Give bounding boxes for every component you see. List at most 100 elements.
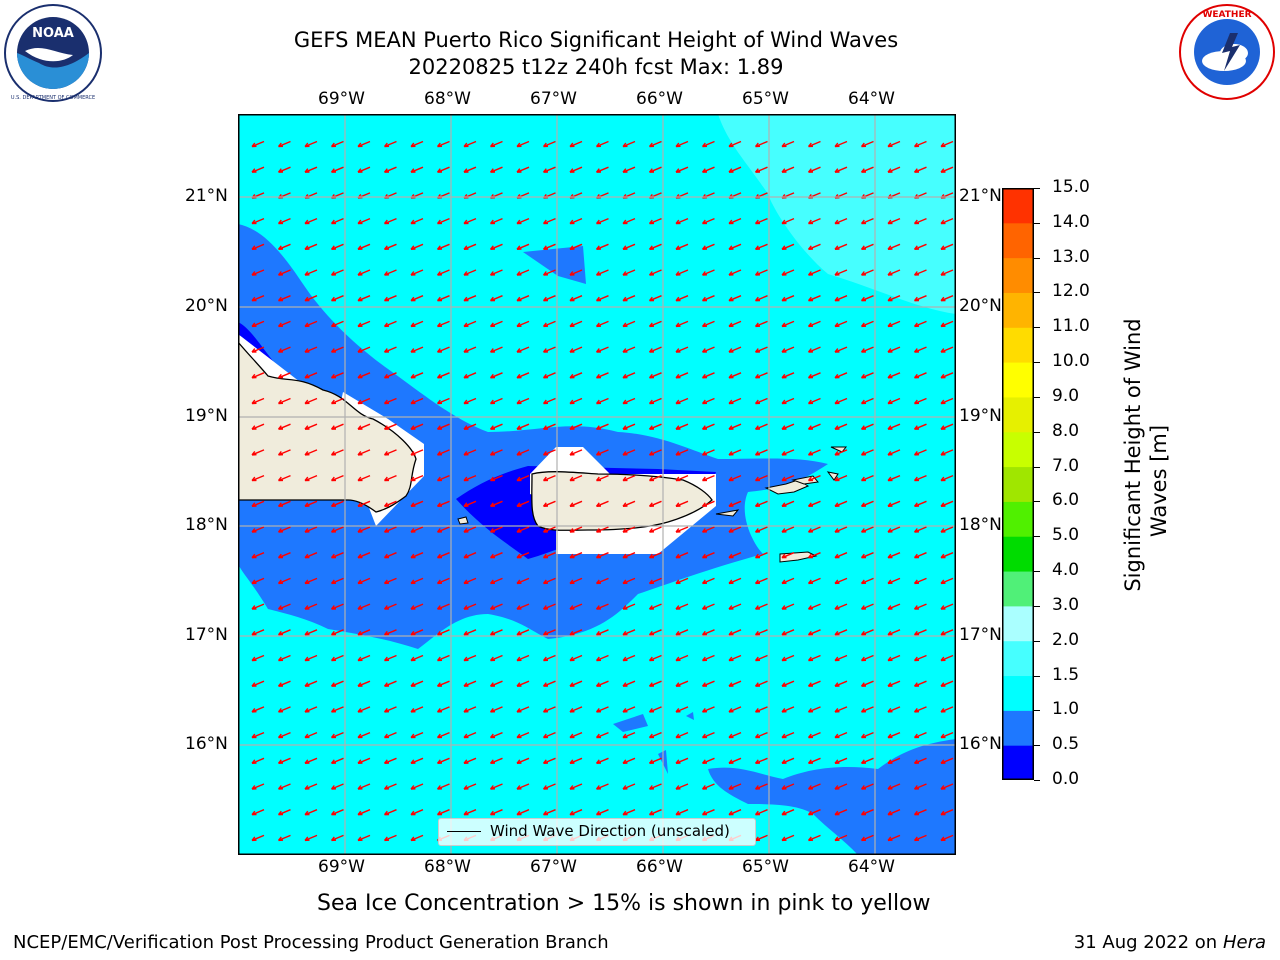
footer-date: 31 Aug 2022 on Hera [1074, 932, 1266, 953]
wave-arrow [834, 269, 848, 276]
wave-arrow [648, 731, 662, 739]
wave-arrow [516, 474, 530, 482]
wave-arrow [781, 654, 795, 662]
wave-arrow [304, 526, 318, 533]
wave-arrow [516, 552, 530, 559]
wave-arrow [754, 654, 768, 662]
wave-arrow [913, 423, 927, 430]
wave-arrow [913, 500, 927, 507]
lon-label-bottom-68w: 68°W [424, 857, 471, 877]
wave-arrow [940, 166, 954, 173]
wave-arrow [781, 834, 795, 842]
colorbar-tick-mark [1034, 362, 1040, 364]
wave-arrow [807, 346, 821, 353]
wave-arrow [701, 346, 715, 353]
wave-arrow [648, 680, 662, 687]
wave-arrow [781, 629, 795, 636]
wave-arrow [410, 552, 424, 559]
wave-arrow [913, 166, 927, 173]
wave-arrow [834, 577, 848, 585]
wave-arrow [516, 372, 530, 379]
wave-arrow [357, 397, 371, 405]
wave-arrow [913, 449, 927, 456]
wave-arrow [436, 731, 450, 739]
wave-arrow [860, 731, 874, 739]
wave-arrow [251, 397, 265, 405]
wave-arrow [834, 680, 848, 687]
wave-arrow [542, 140, 556, 148]
wave-arrow [834, 217, 848, 225]
wave-arrow [728, 500, 742, 507]
wave-arrow [383, 834, 397, 842]
wave-arrow [754, 372, 768, 379]
wave-arrow [383, 603, 397, 610]
wave-arrow [569, 629, 583, 636]
wave-arrow [675, 140, 689, 148]
lat-label-right-18n: 18°N [959, 515, 1002, 535]
lon-label-top-68w: 68°W [424, 89, 471, 109]
legend-line-sample [447, 831, 481, 832]
wave-arrow [463, 603, 477, 610]
wave-arrow [251, 166, 265, 173]
wave-arrow [357, 577, 371, 585]
wave-arrow [277, 603, 291, 610]
colorbar-tick-label: 11.0 [1052, 316, 1090, 337]
wave-arrow [834, 629, 848, 636]
wave-arrow [516, 217, 530, 225]
wave-arrow [701, 706, 715, 713]
wave-arrow [569, 809, 583, 816]
wave-arrow [728, 757, 742, 764]
wave-arrow [887, 731, 901, 739]
wave-arrow [542, 423, 556, 430]
wave-arrow [542, 577, 556, 585]
wave-arrow [436, 449, 450, 456]
wave-arrow [410, 269, 424, 276]
wave-arrow [595, 500, 609, 507]
wave-arrow [516, 346, 530, 353]
wave-arrow [860, 423, 874, 430]
colorbar-ticks: 0.0 0.5 1.0 1.5 2.0 3.0 4.0 5.0 6.0 7.0 8.0 9.0 10.0… [1034, 0, 1104, 960]
wave-arrow [887, 783, 901, 790]
wave-arrow [675, 809, 689, 816]
wave-arrow [648, 140, 662, 148]
wave-arrow [622, 500, 636, 507]
wave-arrow [675, 295, 689, 302]
wave-arrow [463, 731, 477, 739]
wave-arrow [383, 166, 397, 173]
wave-arrow [834, 783, 848, 790]
wave-arrow [622, 217, 636, 225]
wave-arrow [277, 423, 291, 430]
wave-arrow [595, 731, 609, 739]
wave-arrow [330, 731, 344, 739]
wave-arrow [834, 372, 848, 379]
wave-arrow [436, 140, 450, 148]
wave-arrow [569, 269, 583, 276]
wave-arrow [304, 140, 318, 148]
footer-date-text: 31 Aug 2022 on [1073, 932, 1218, 953]
wave-arrow [489, 295, 503, 302]
wave-arrow [463, 629, 477, 636]
wave-arrow [436, 243, 450, 250]
wave-arrow [675, 166, 689, 173]
colorbar-tick-mark [1034, 222, 1040, 224]
wave-arrow [887, 449, 901, 456]
colorbar-label-line2: Waves [m] [1147, 424, 1171, 538]
wave-arrow [781, 269, 795, 276]
wave-arrow [834, 397, 848, 405]
wave-arrow [807, 680, 821, 687]
wave-arrow [410, 834, 424, 842]
wave-arrow [383, 526, 397, 533]
wave-arrow [251, 603, 265, 610]
wave-arrow [807, 629, 821, 636]
wave-arrow [277, 552, 291, 559]
wave-arrow [887, 166, 901, 173]
wave-arrow [622, 680, 636, 687]
wave-arrow [304, 320, 318, 328]
wave-arrow [940, 731, 954, 739]
wave-arrow [887, 423, 901, 430]
wave-arrow [436, 757, 450, 764]
wave-arrow [569, 320, 583, 328]
wave-arrow [304, 243, 318, 250]
wave-arrow [330, 295, 344, 302]
lon-label-bottom-66w: 66°W [636, 857, 683, 877]
